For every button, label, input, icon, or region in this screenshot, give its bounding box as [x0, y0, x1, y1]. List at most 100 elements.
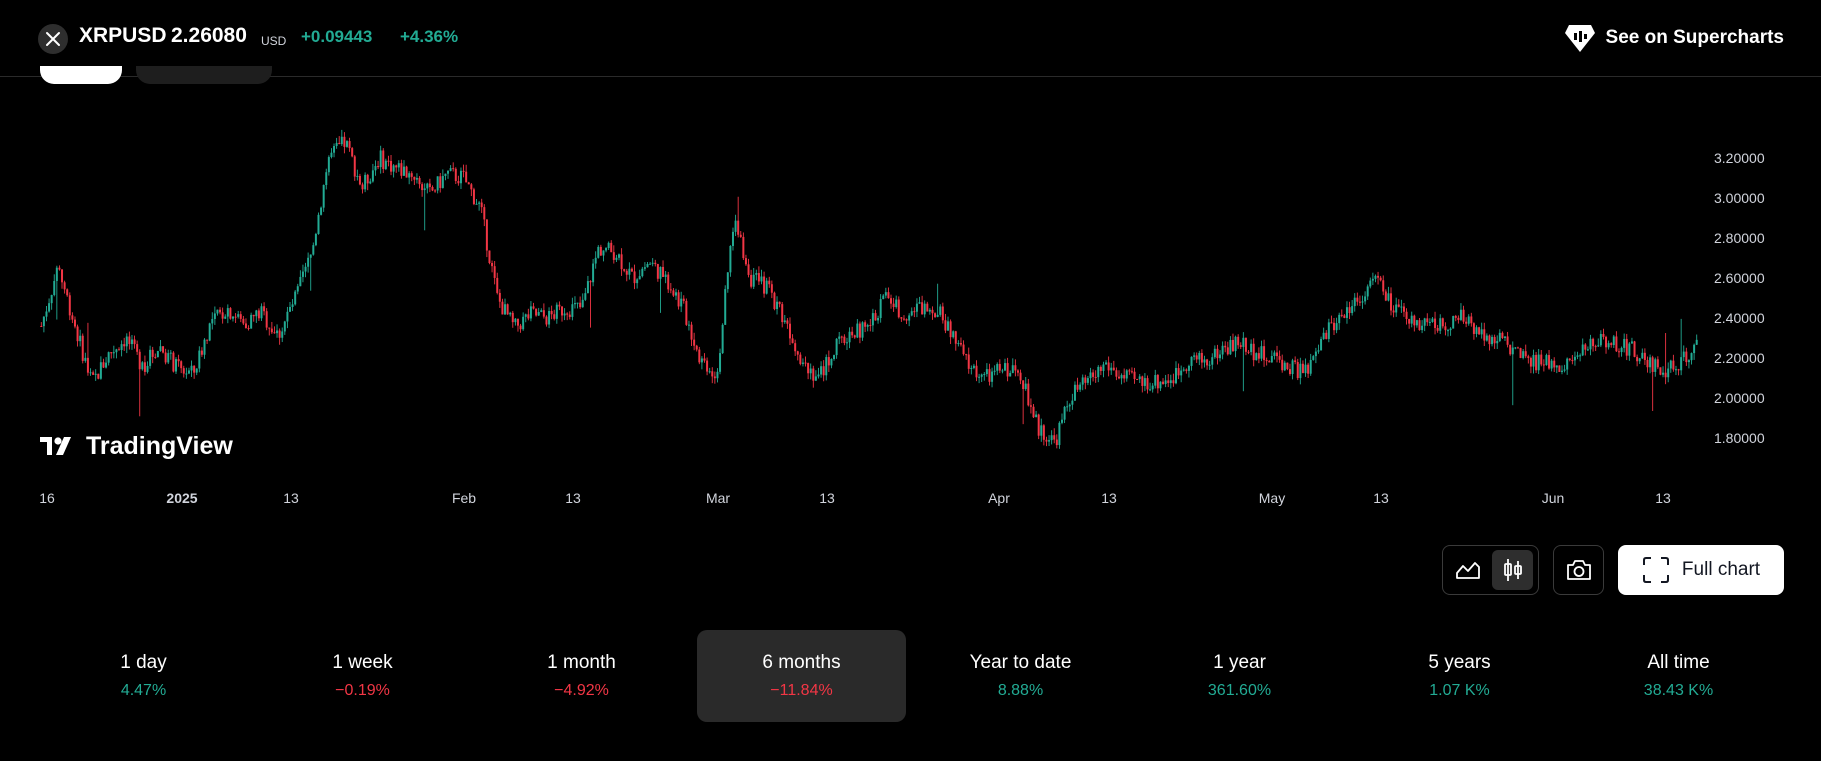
- candle-body: [1281, 359, 1284, 371]
- candle-body: [1491, 336, 1494, 345]
- full-chart-button[interactable]: Full chart: [1618, 545, 1784, 595]
- candle-body: [1374, 275, 1377, 279]
- candle-body: [1659, 367, 1662, 375]
- candle-body: [514, 318, 517, 323]
- period-change: 38.43 K%: [1643, 682, 1714, 699]
- candle-body: [682, 298, 685, 301]
- candle-body: [193, 365, 196, 373]
- candle-body: [737, 220, 740, 235]
- candle-body: [529, 306, 532, 319]
- candle-body: [1519, 348, 1522, 358]
- candle-body: [1610, 343, 1613, 346]
- candle-body: [845, 342, 848, 344]
- candle-body: [312, 245, 315, 255]
- candle-body: [796, 351, 799, 355]
- price-chart[interactable]: 3.20000 3.00000 2.80000 2.60000 2.40000 2.200…: [0, 95, 1821, 525]
- period-1-day[interactable]: 1 day 4.47%: [39, 630, 248, 722]
- candle-body: [434, 190, 437, 192]
- candlestick-chart-button[interactable]: [1492, 550, 1533, 590]
- candle-body: [1402, 306, 1405, 312]
- candle-body: [833, 355, 836, 359]
- candle-body: [273, 332, 276, 334]
- candle-body: [693, 339, 696, 346]
- candle-body: [739, 234, 742, 237]
- candle-body: [1092, 372, 1095, 377]
- candle-body: [561, 306, 564, 316]
- candle-body: [1133, 371, 1136, 380]
- candle-body: [1180, 370, 1183, 376]
- candle-body: [40, 326, 43, 327]
- candle-body: [1677, 369, 1680, 371]
- candle-body: [330, 152, 333, 158]
- candle-body: [110, 352, 113, 354]
- candle-body: [226, 308, 229, 317]
- candle-body: [1050, 435, 1053, 441]
- candle-body: [843, 336, 846, 344]
- period-label: 1 day: [120, 652, 167, 673]
- candle-body: [1560, 370, 1563, 372]
- candle-body: [200, 350, 203, 355]
- candle-body: [669, 289, 672, 291]
- candle-body: [1612, 336, 1615, 346]
- candle-body: [1501, 332, 1504, 339]
- snapshot-button[interactable]: [1553, 545, 1604, 595]
- candle-body: [571, 304, 574, 317]
- candle-body: [1195, 355, 1198, 360]
- candle-body: [423, 188, 426, 191]
- candle-body: [633, 271, 636, 284]
- candle-body: [377, 166, 380, 168]
- candle-body: [716, 371, 719, 379]
- candle-body: [1599, 333, 1602, 346]
- candle-body: [263, 306, 266, 312]
- candle-body: [519, 325, 522, 330]
- area-chart-button[interactable]: [1447, 550, 1488, 590]
- candle-body: [791, 338, 794, 344]
- time-axis-label: 16: [39, 490, 55, 506]
- candle-body: [73, 319, 76, 327]
- candle-body: [1687, 360, 1690, 363]
- candle-body: [687, 324, 690, 326]
- see-on-supercharts-link[interactable]: See on Supercharts: [1564, 22, 1784, 54]
- candle-body: [1322, 332, 1325, 339]
- candle-body: [1457, 317, 1460, 320]
- candle-body: [1288, 369, 1291, 375]
- candle-body: [1576, 355, 1579, 357]
- candle-body: [244, 323, 247, 328]
- period-all-time[interactable]: All time 38.43 K%: [1574, 630, 1783, 722]
- chart-style-toggle: [1442, 545, 1539, 595]
- candle-body: [1333, 322, 1336, 331]
- period-1-month[interactable]: 1 month −4.92%: [477, 630, 686, 722]
- candle-body: [1330, 322, 1333, 324]
- candle-body: [768, 280, 771, 285]
- candle-body: [1431, 318, 1434, 322]
- range-pill-selected[interactable]: [40, 66, 122, 84]
- candle-body: [659, 266, 662, 279]
- range-pill[interactable]: [136, 66, 272, 84]
- candle-body: [1408, 319, 1411, 324]
- period-change: 8.88%: [997, 682, 1044, 699]
- period-6-months[interactable]: 6 months −11.84%: [697, 630, 906, 722]
- candle-body: [1465, 321, 1468, 324]
- candle-body: [1498, 332, 1501, 342]
- candle-body: [1097, 366, 1100, 378]
- period-1-week[interactable]: 1 week −0.19%: [258, 630, 467, 722]
- candle-body: [625, 270, 628, 275]
- period-1-year[interactable]: 1 year 361.60%: [1135, 630, 1344, 722]
- price-axis-label: 2.80000: [1714, 230, 1765, 246]
- candle-body: [729, 245, 732, 273]
- candle-body: [1273, 352, 1276, 356]
- candle-body: [1467, 316, 1470, 324]
- candle-body: [1102, 364, 1105, 371]
- candle-body: [413, 176, 416, 180]
- candle-body: [1545, 355, 1548, 366]
- candle-body: [1503, 336, 1506, 339]
- candle-body: [281, 331, 284, 338]
- time-axis-label: 2025: [166, 490, 197, 506]
- period-year-to-date[interactable]: Year to date 8.88%: [916, 630, 1125, 722]
- performance-periods: 1 day 4.47% 1 week −0.19% 1 month −4.92% 6 mon…: [0, 630, 1821, 722]
- period-5-years[interactable]: 5 years 1.07 K%: [1355, 630, 1564, 722]
- candle-body: [1058, 422, 1061, 446]
- candle-body: [1516, 347, 1519, 349]
- candle-body: [972, 365, 975, 368]
- candle-body: [338, 142, 341, 145]
